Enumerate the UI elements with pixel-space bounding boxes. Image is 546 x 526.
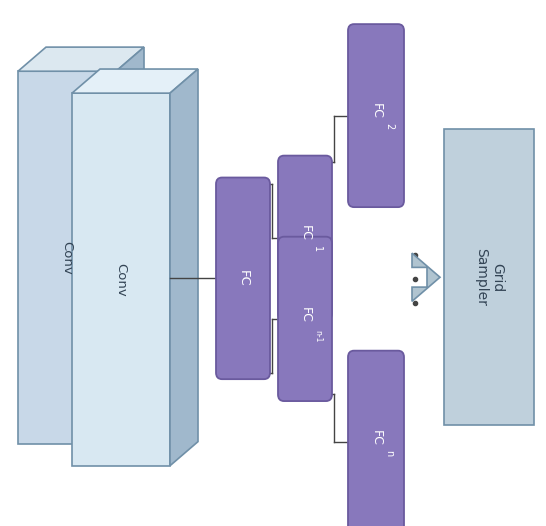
Text: FC: FC — [370, 430, 383, 446]
FancyBboxPatch shape — [348, 351, 404, 526]
Text: 2: 2 — [384, 124, 394, 130]
FancyBboxPatch shape — [348, 24, 404, 207]
Text: n: n — [384, 450, 394, 456]
Text: FC: FC — [370, 103, 383, 119]
Text: FC: FC — [299, 226, 312, 241]
Polygon shape — [72, 69, 198, 93]
Polygon shape — [412, 253, 440, 301]
Polygon shape — [72, 93, 170, 466]
Text: 1: 1 — [312, 246, 322, 252]
Text: Grid
Sampler: Grid Sampler — [474, 248, 504, 306]
Polygon shape — [444, 129, 534, 425]
FancyBboxPatch shape — [278, 156, 332, 320]
Text: n-1: n-1 — [313, 330, 323, 342]
Text: FC: FC — [236, 270, 250, 287]
Text: Conv: Conv — [61, 241, 74, 275]
Polygon shape — [116, 47, 144, 444]
Polygon shape — [18, 47, 144, 71]
Polygon shape — [18, 71, 116, 444]
FancyBboxPatch shape — [278, 237, 332, 401]
Text: Conv: Conv — [115, 262, 128, 296]
FancyBboxPatch shape — [216, 177, 270, 379]
Text: FC: FC — [299, 307, 312, 322]
Polygon shape — [170, 69, 198, 466]
